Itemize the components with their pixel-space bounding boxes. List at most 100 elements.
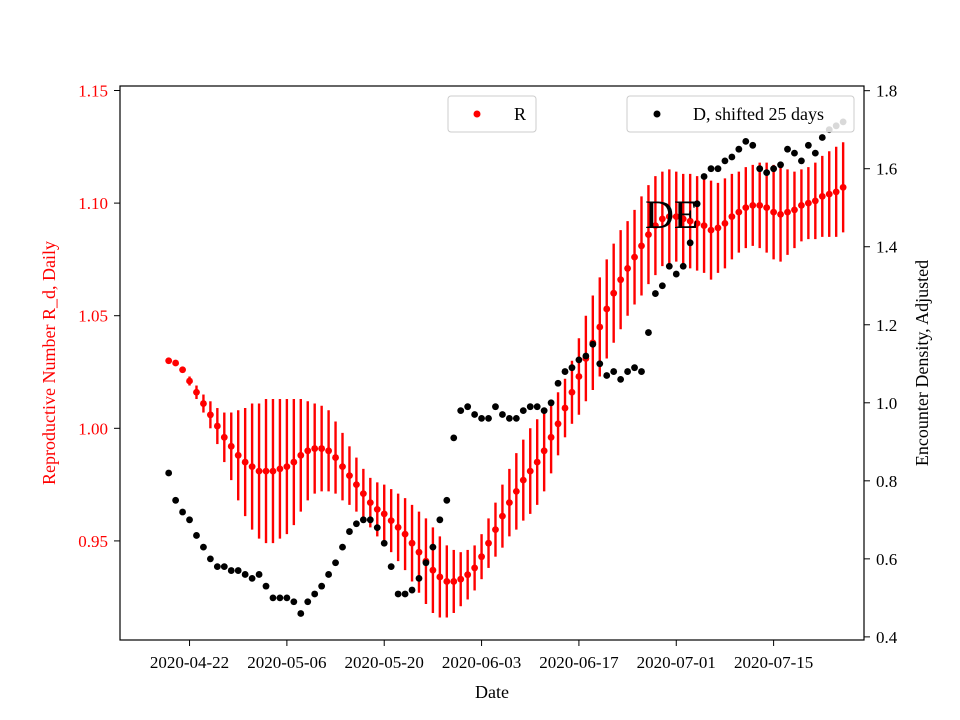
- r-point: [596, 323, 604, 331]
- r-point: [624, 265, 631, 272]
- r-point: [359, 490, 367, 498]
- d-point: [186, 516, 193, 524]
- r-point: [283, 463, 291, 470]
- d-point: [387, 563, 395, 571]
- r-point: [791, 206, 798, 214]
- y2-tick-label: 1.4: [876, 238, 898, 257]
- r-point: [707, 226, 715, 234]
- y2-tick-label: 0.4: [876, 628, 898, 647]
- d-point: [658, 282, 666, 290]
- r-point: [325, 447, 332, 455]
- d-point: [290, 598, 298, 606]
- d-point: [631, 364, 638, 372]
- y-tick-label: 1.10: [78, 194, 108, 213]
- d-point: [798, 157, 805, 165]
- r-point: [186, 377, 193, 385]
- r-point: [318, 445, 326, 452]
- legend-r-label: R: [514, 104, 526, 124]
- r-point: [248, 463, 256, 470]
- r-point: [533, 458, 541, 466]
- r-point: [603, 305, 611, 313]
- r-point: [200, 400, 207, 407]
- r-point: [387, 517, 395, 525]
- d-point: [700, 173, 708, 180]
- r-point: [499, 512, 506, 520]
- r-point: [213, 422, 221, 430]
- x-tick-label: 2020-04-22: [150, 653, 229, 672]
- y-axis-right-label: Encounter Density, Adjusted: [912, 260, 932, 466]
- r-point: [443, 578, 451, 585]
- y-axis-left-ticks: 0.95 1.00 1.05 1.10 1.15: [78, 82, 120, 551]
- r-point: [554, 420, 562, 428]
- d-point: [707, 165, 715, 173]
- y-tick-label: 0.95: [78, 532, 108, 551]
- legend-r-box: [447, 95, 537, 133]
- r-point: [436, 573, 444, 581]
- r-point: [652, 222, 659, 230]
- d-point: [714, 165, 722, 173]
- d-point: [645, 329, 652, 336]
- r-point: [742, 204, 750, 212]
- plot-frame: [119, 85, 865, 641]
- d-point: [596, 360, 604, 368]
- r-point: [818, 192, 826, 200]
- d-point: [770, 165, 778, 173]
- d-point: [547, 399, 555, 407]
- d-point: [206, 555, 214, 563]
- r-point: [471, 564, 479, 572]
- country-annotation: DE: [645, 192, 698, 237]
- d-point: [582, 352, 590, 360]
- r-point: [756, 201, 764, 209]
- r-point: [290, 458, 298, 466]
- d-point: [526, 403, 534, 411]
- d-point: [429, 543, 437, 551]
- r-point: [658, 215, 666, 223]
- r-point: [763, 204, 771, 212]
- d-point: [457, 407, 465, 414]
- r-point: [665, 213, 673, 221]
- d-point: [450, 434, 458, 442]
- x-tick-label: 2020-05-06: [247, 653, 326, 672]
- d-point: [471, 411, 479, 418]
- d-point: [763, 169, 771, 177]
- r-point: [241, 458, 249, 466]
- legend-d-marker: [653, 110, 661, 118]
- d-point: [200, 543, 207, 551]
- y2-tick-label: 1.2: [876, 316, 897, 335]
- r-point: [777, 210, 784, 218]
- r-point: [464, 571, 472, 579]
- d-point: [394, 590, 402, 598]
- r-point: [262, 467, 270, 475]
- d-point: [756, 165, 764, 173]
- d-point: [784, 145, 791, 153]
- r-point: [672, 213, 680, 221]
- r-point: [165, 357, 173, 365]
- y-axis-left-label: Reproductive Number R_d, Daily: [39, 241, 59, 485]
- r-point: [784, 208, 791, 216]
- d-point: [624, 368, 631, 375]
- d-point: [234, 567, 242, 574]
- d-point: [297, 610, 305, 617]
- r-point: [749, 201, 757, 209]
- r-point: [408, 539, 416, 547]
- r-point: [735, 208, 743, 216]
- d-point: [742, 138, 750, 145]
- r-point: [714, 224, 722, 232]
- y-tick-label: 1.05: [78, 307, 108, 326]
- r-point: [373, 505, 381, 513]
- legend-r-marker: [473, 110, 481, 118]
- d-point: [610, 368, 618, 375]
- r-point: [770, 208, 778, 216]
- r-point: [526, 467, 534, 475]
- d-point: [269, 594, 277, 602]
- r-point: [429, 566, 437, 574]
- d-point: [554, 379, 562, 387]
- d-point: [415, 574, 423, 582]
- d-point: [213, 563, 221, 571]
- d-point: [262, 582, 270, 590]
- x-axis-label: Date: [475, 682, 509, 702]
- r-point: [415, 548, 423, 556]
- y2-tick-label: 0.8: [876, 472, 897, 491]
- y2-tick-label: 1.0: [876, 394, 897, 413]
